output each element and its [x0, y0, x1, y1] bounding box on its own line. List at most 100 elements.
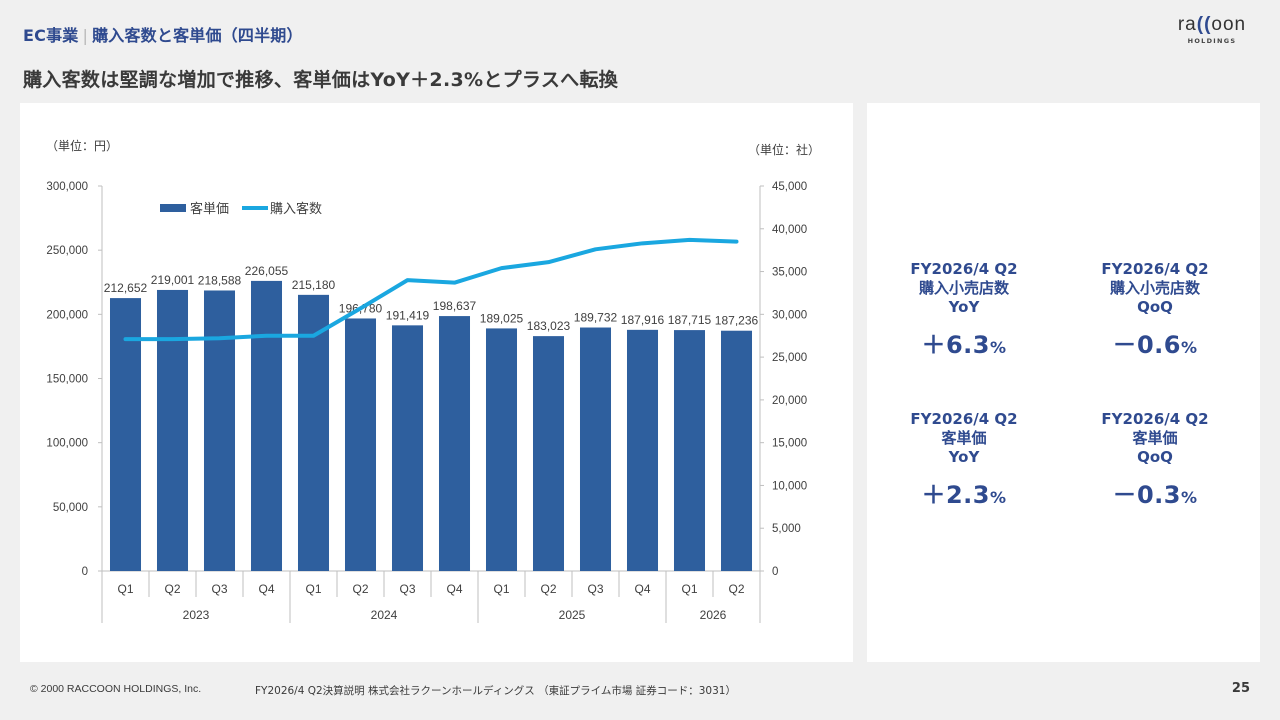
logo-mark: ((	[1196, 14, 1212, 35]
bar-data-label: 191,419	[386, 308, 430, 322]
kpi-value: －0.6%	[1065, 325, 1245, 360]
right-axis-tick-label: 25,000	[772, 352, 807, 364]
x-axis-category-label: Q2	[728, 582, 744, 596]
bar-data-label: 189,732	[574, 311, 618, 325]
legend-bar-label: 客単価	[190, 201, 229, 216]
left-axis-tick-label: 0	[82, 566, 88, 578]
bar-customer-unit-price	[297, 294, 330, 571]
right-axis-tick-label: 0	[772, 566, 778, 578]
x-axis-category-label: Q2	[540, 582, 556, 596]
logo-text-post: oon	[1211, 14, 1247, 35]
x-axis-category-label: Q3	[399, 582, 415, 596]
kpi-value: ＋6.3%	[874, 325, 1054, 360]
left-axis-tick-label: 150,000	[46, 374, 88, 386]
kpi-card: FY2026/4 Q2 客単価 QoQ －0.3%	[1065, 410, 1245, 510]
left-axis-tick-label: 200,000	[46, 309, 88, 321]
x-axis-category-label: Q4	[634, 582, 650, 596]
line-purchasing-customers	[123, 237, 739, 342]
kpi-number: －0.6	[1112, 331, 1181, 359]
logo-subtitle: HOLDINGS	[1187, 37, 1237, 45]
legend-line-label: 購入客数	[270, 201, 322, 216]
footer-copyright: © 2000 RACCOON HOLDINGS, Inc.	[30, 683, 202, 695]
footer-document-info: FY2026/4 Q2決算説明 株式会社ラクーンホールディングス （東証プライム…	[255, 685, 736, 697]
kpi-card: FY2026/4 Q2 購入小売店数 YoY ＋6.3%	[874, 260, 1054, 360]
section-subtitle: 購入客数と客単価（四半期）	[92, 26, 303, 45]
x-axis-category-label: Q1	[305, 582, 321, 596]
bar-customer-unit-price	[673, 330, 706, 571]
bar-customer-unit-price	[156, 289, 189, 571]
section-name: EC事業	[23, 26, 79, 45]
bar-customer-unit-price	[109, 298, 142, 571]
bar-customer-unit-price	[438, 316, 471, 571]
x-axis-year-label: 2026	[700, 608, 727, 622]
page-headline: 購入客数は堅調な増加で推移、客単価はYoY＋2.3%とプラスへ転換	[23, 69, 619, 91]
combo-chart: （単位：円） （単位：社） 0 50,000 100,000 150,000 200,000…	[46, 138, 820, 623]
kpi-period: FY2026/4 Q2	[910, 260, 1018, 278]
left-axis-tick-label: 250,000	[46, 245, 88, 257]
right-axis-tick-label: 40,000	[772, 224, 807, 236]
x-axis-category-label: Q1	[493, 582, 509, 596]
x-axis-category-label: Q4	[446, 582, 462, 596]
x-axis-year-label: 2023	[183, 608, 210, 622]
kpi-basis: YoY	[948, 298, 980, 316]
bar-customer-unit-price	[203, 290, 236, 571]
kpi-number: ＋2.3	[921, 481, 990, 509]
x-axis-category-label: Q2	[352, 582, 368, 596]
title-separator: |	[82, 26, 89, 45]
bar-data-label: 189,025	[480, 311, 524, 325]
kpi-metric: 客単価	[1132, 429, 1178, 447]
bar-data-label: 226,055	[245, 264, 289, 278]
kpi-period: FY2026/4 Q2	[1101, 260, 1209, 278]
bar-data-label: 212,652	[104, 281, 148, 295]
bar-customer-unit-price	[720, 330, 753, 571]
bar-data-label: 218,588	[198, 273, 242, 287]
kpi-card: FY2026/4 Q2 購入小売店数 QoQ －0.6%	[1065, 260, 1245, 360]
kpi-basis: QoQ	[1137, 448, 1173, 466]
right-axis-tick-label: 15,000	[772, 438, 807, 450]
kpi-basis: QoQ	[1137, 298, 1173, 316]
kpi-unit: %	[989, 488, 1007, 507]
kpi-metric: 購入小売店数	[918, 279, 1009, 297]
x-axis-category-label: Q1	[681, 582, 697, 596]
bar-data-label: 198,637	[433, 299, 477, 313]
right-axis-tick-label: 45,000	[772, 181, 807, 193]
right-unit-label: （単位：社）	[748, 142, 820, 157]
right-axis-tick-label: 20,000	[772, 395, 807, 407]
left-axis-tick-label: 50,000	[53, 502, 88, 514]
left-axis-tick-label: 100,000	[46, 438, 88, 450]
x-axis-category-label: Q3	[587, 582, 603, 596]
bar-customer-unit-price	[485, 328, 518, 571]
chart-panel: （単位：円） （単位：社） 0 50,000 100,000 150,000 200,000…	[20, 103, 853, 662]
bar-customer-unit-price	[250, 280, 283, 571]
x-axis-year-label: 2025	[559, 608, 586, 622]
kpi-card: FY2026/4 Q2 客単価 YoY ＋2.3%	[874, 410, 1054, 510]
kpi-period: FY2026/4 Q2	[910, 410, 1018, 428]
logo-wordmark: ra((oon	[1170, 14, 1254, 36]
bar-data-label: 215,180	[292, 278, 336, 292]
bar-data-label: 219,001	[151, 273, 195, 287]
kpi-period: FY2026/4 Q2	[1101, 410, 1209, 428]
kpi-unit: %	[989, 338, 1007, 357]
bar-data-label: 187,916	[621, 313, 665, 327]
kpi-value: －0.3%	[1065, 475, 1245, 510]
legend-bar-swatch	[160, 204, 186, 212]
kpi-number: ＋6.3	[921, 331, 990, 359]
x-axis-category-label: Q1	[117, 582, 133, 596]
right-axis-tick-label: 5,000	[772, 523, 801, 535]
left-axis-tick-label: 300,000	[46, 181, 88, 193]
company-logo: ra((oon HOLDINGS	[1170, 14, 1254, 45]
page-number: 25	[1231, 681, 1250, 696]
bar-customer-unit-price	[532, 336, 565, 571]
bar-data-label: 187,236	[715, 314, 759, 328]
right-axis-tick-label: 35,000	[772, 267, 807, 279]
x-axis-category-label: Q2	[164, 582, 180, 596]
right-axis-tick-label: 10,000	[772, 480, 807, 492]
kpi-unit: %	[1180, 488, 1198, 507]
kpi-value: ＋2.3%	[874, 475, 1054, 510]
x-axis-category-label: Q4	[258, 582, 274, 596]
x-axis-category-label: Q3	[211, 582, 227, 596]
kpi-unit: %	[1180, 338, 1198, 357]
kpi-basis: YoY	[948, 448, 980, 466]
bar-customer-unit-price	[391, 325, 424, 571]
kpi-metric: 購入小売店数	[1109, 279, 1200, 297]
